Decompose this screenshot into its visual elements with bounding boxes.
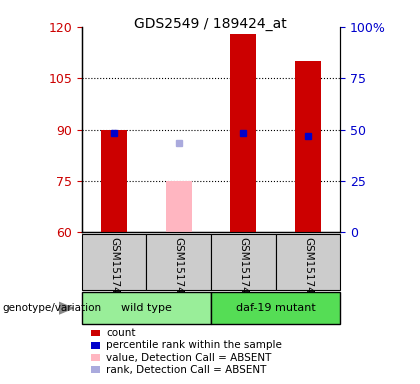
Bar xyxy=(276,234,340,290)
Text: GSM151748: GSM151748 xyxy=(174,237,184,300)
Text: daf-19 mutant: daf-19 mutant xyxy=(236,303,315,313)
Bar xyxy=(166,181,192,232)
Text: GSM151745: GSM151745 xyxy=(238,237,248,300)
Text: rank, Detection Call = ABSENT: rank, Detection Call = ABSENT xyxy=(106,365,267,375)
Bar xyxy=(82,234,147,290)
Bar xyxy=(295,61,321,232)
Text: count: count xyxy=(106,328,136,338)
Bar xyxy=(82,292,211,324)
Bar xyxy=(91,329,100,336)
Bar xyxy=(91,342,100,349)
Text: GSM151746: GSM151746 xyxy=(303,237,313,300)
Polygon shape xyxy=(59,302,73,314)
Text: GSM151747: GSM151747 xyxy=(109,237,119,300)
Text: wild type: wild type xyxy=(121,303,172,313)
Text: value, Detection Call = ABSENT: value, Detection Call = ABSENT xyxy=(106,353,272,362)
Bar xyxy=(147,234,211,290)
Bar xyxy=(101,130,127,232)
Text: genotype/variation: genotype/variation xyxy=(2,303,101,313)
Bar xyxy=(211,234,276,290)
Bar xyxy=(211,292,340,324)
Bar xyxy=(91,366,100,373)
Text: GDS2549 / 189424_at: GDS2549 / 189424_at xyxy=(134,17,286,31)
Bar xyxy=(231,34,256,232)
Text: percentile rank within the sample: percentile rank within the sample xyxy=(106,340,282,350)
Bar xyxy=(91,354,100,361)
